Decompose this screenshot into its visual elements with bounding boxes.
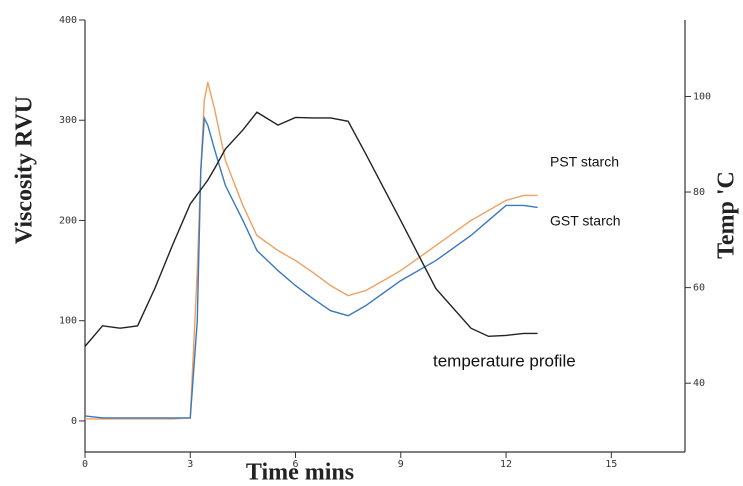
y2-tick-label: 100 [693, 91, 711, 102]
y-tick-label: 200 [59, 215, 77, 226]
x-tick-label: 0 [82, 459, 88, 470]
x-tick-label: 3 [187, 459, 193, 470]
y-tick-label: 0 [71, 416, 77, 427]
y2-tick-label: 60 [693, 283, 705, 294]
series-line [84, 111, 538, 347]
series-label: PST starch [550, 154, 619, 170]
series-label: temperature profile [433, 351, 576, 370]
y-axis-title: Viscosity RVU [12, 96, 38, 244]
y-tick-label: 100 [59, 316, 77, 327]
series-line [85, 81, 538, 420]
x-tick-label: 15 [605, 459, 617, 470]
y-tick-label: 400 [59, 15, 77, 26]
x-tick-label: 12 [500, 459, 512, 470]
y2-axis-title: Temp 'C [714, 171, 740, 259]
y2-tick-label: 40 [693, 378, 705, 389]
x-tick-label: 9 [398, 459, 404, 470]
series-line [84, 115, 538, 419]
x-axis-title: Time mins [246, 460, 354, 486]
y2-tick-label: 80 [693, 187, 705, 198]
x-tick-label: 6 [293, 459, 299, 470]
series-label: GST starch [550, 213, 621, 229]
y-tick-label: 300 [59, 115, 77, 126]
